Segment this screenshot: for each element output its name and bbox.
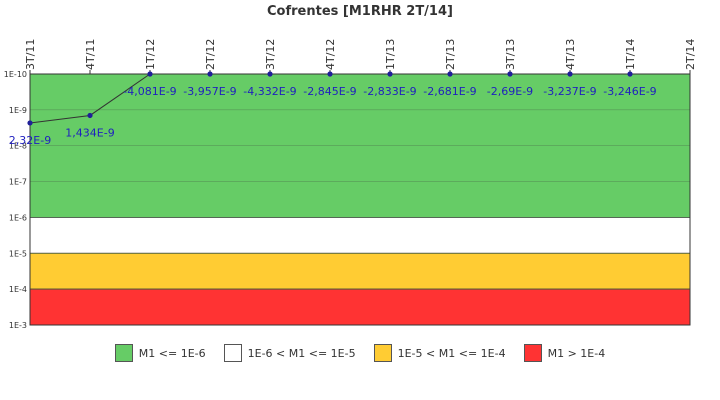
y-tick-label: 1E-10 [4,70,27,79]
legend-swatch [223,344,242,362]
band-2 [29,252,691,290]
y-tick-label: 1E-8 [9,142,27,151]
data-label: -2,833E-9 [363,85,416,98]
data-point [627,71,633,77]
x-tick-label: 4T/13 [564,39,577,70]
x-tick-label: 3T/12 [264,39,277,70]
risk-bands [29,73,691,326]
series [27,71,633,126]
y-tick-label: 1E-9 [9,106,27,115]
data-label: -3,237E-9 [543,85,596,98]
band-3 [29,288,691,326]
data-label: -2,69E-9 [487,85,533,98]
legend-label: M1 > 1E-4 [547,346,606,360]
data-label: -3,957E-9 [183,85,236,98]
y-tick-label: 1E-4 [9,285,27,294]
legend-item: 1E-6 < M1 <= 1E-5 [223,344,356,362]
legend-item: M1 <= 1E-6 [114,344,206,362]
legend-swatch [373,344,392,362]
data-point [567,71,573,77]
x-axis-ticks: 3T/11 4T/11 1T/12 2T/12 3T/12 4T/12 1T/13 2T/13… [24,39,697,74]
data-point [507,71,513,77]
legend-label: M1 <= 1E-6 [138,346,206,360]
data-point [327,71,333,77]
x-tick-label: 2T/14 [684,39,697,70]
legend-swatch [114,344,133,362]
y-axis-ticks: 1E-10 1E-9 1E-8 1E-7 1E-6 1E-5 1E-4 1E-3 [4,70,27,330]
data-point [27,120,33,126]
legend-label: 1E-5 < M1 <= 1E-4 [397,346,506,360]
x-tick-label: 3T/11 [24,39,37,70]
legend: M1 <= 1E-6 1E-6 < M1 <= 1E-5 1E-5 < M1 <= … [0,344,720,362]
data-label: 2,32E-9 [9,134,51,147]
legend-item: 1E-5 < M1 <= 1E-4 [373,344,506,362]
x-tick-label: 1T/14 [624,39,637,70]
band-1 [29,217,691,254]
data-labels: 2,32E-9 1,434E-9 -4,081E-9 -3,957E-9 -4,332E… [9,85,657,147]
x-tick-label: 4T/11 [84,39,97,70]
data-label: -4,332E-9 [243,85,296,98]
x-tick-label: 3T/13 [504,39,517,70]
data-point [87,112,93,119]
x-tick-label: 2T/13 [444,39,457,70]
x-tick-label: 4T/12 [324,39,337,70]
x-tick-label: 2T/12 [204,39,217,70]
data-label: -4,081E-9 [123,85,176,98]
data-point [207,71,213,77]
data-point [387,71,393,77]
data-label: 1,434E-9 [65,126,114,139]
legend-swatch [523,344,542,362]
legend-label: 1E-6 < M1 <= 1E-5 [247,346,356,360]
data-label: -3,246E-9 [603,85,656,98]
x-tick-label: 1T/13 [384,39,397,70]
data-point [447,71,453,77]
legend-item: M1 > 1E-4 [523,344,606,362]
data-point [147,71,153,77]
x-tick-label: 1T/12 [144,39,157,70]
y-tick-label: 1E-3 [9,321,27,330]
y-tick-label: 1E-7 [9,178,27,187]
y-tick-label: 1E-6 [9,213,27,222]
chart-title: Cofrentes [M1RHR 2T/14] [267,4,453,19]
data-label: -2,681E-9 [423,85,476,98]
y-tick-label: 1E-5 [9,249,27,258]
data-label: -2,845E-9 [303,85,356,98]
data-point [267,71,273,77]
